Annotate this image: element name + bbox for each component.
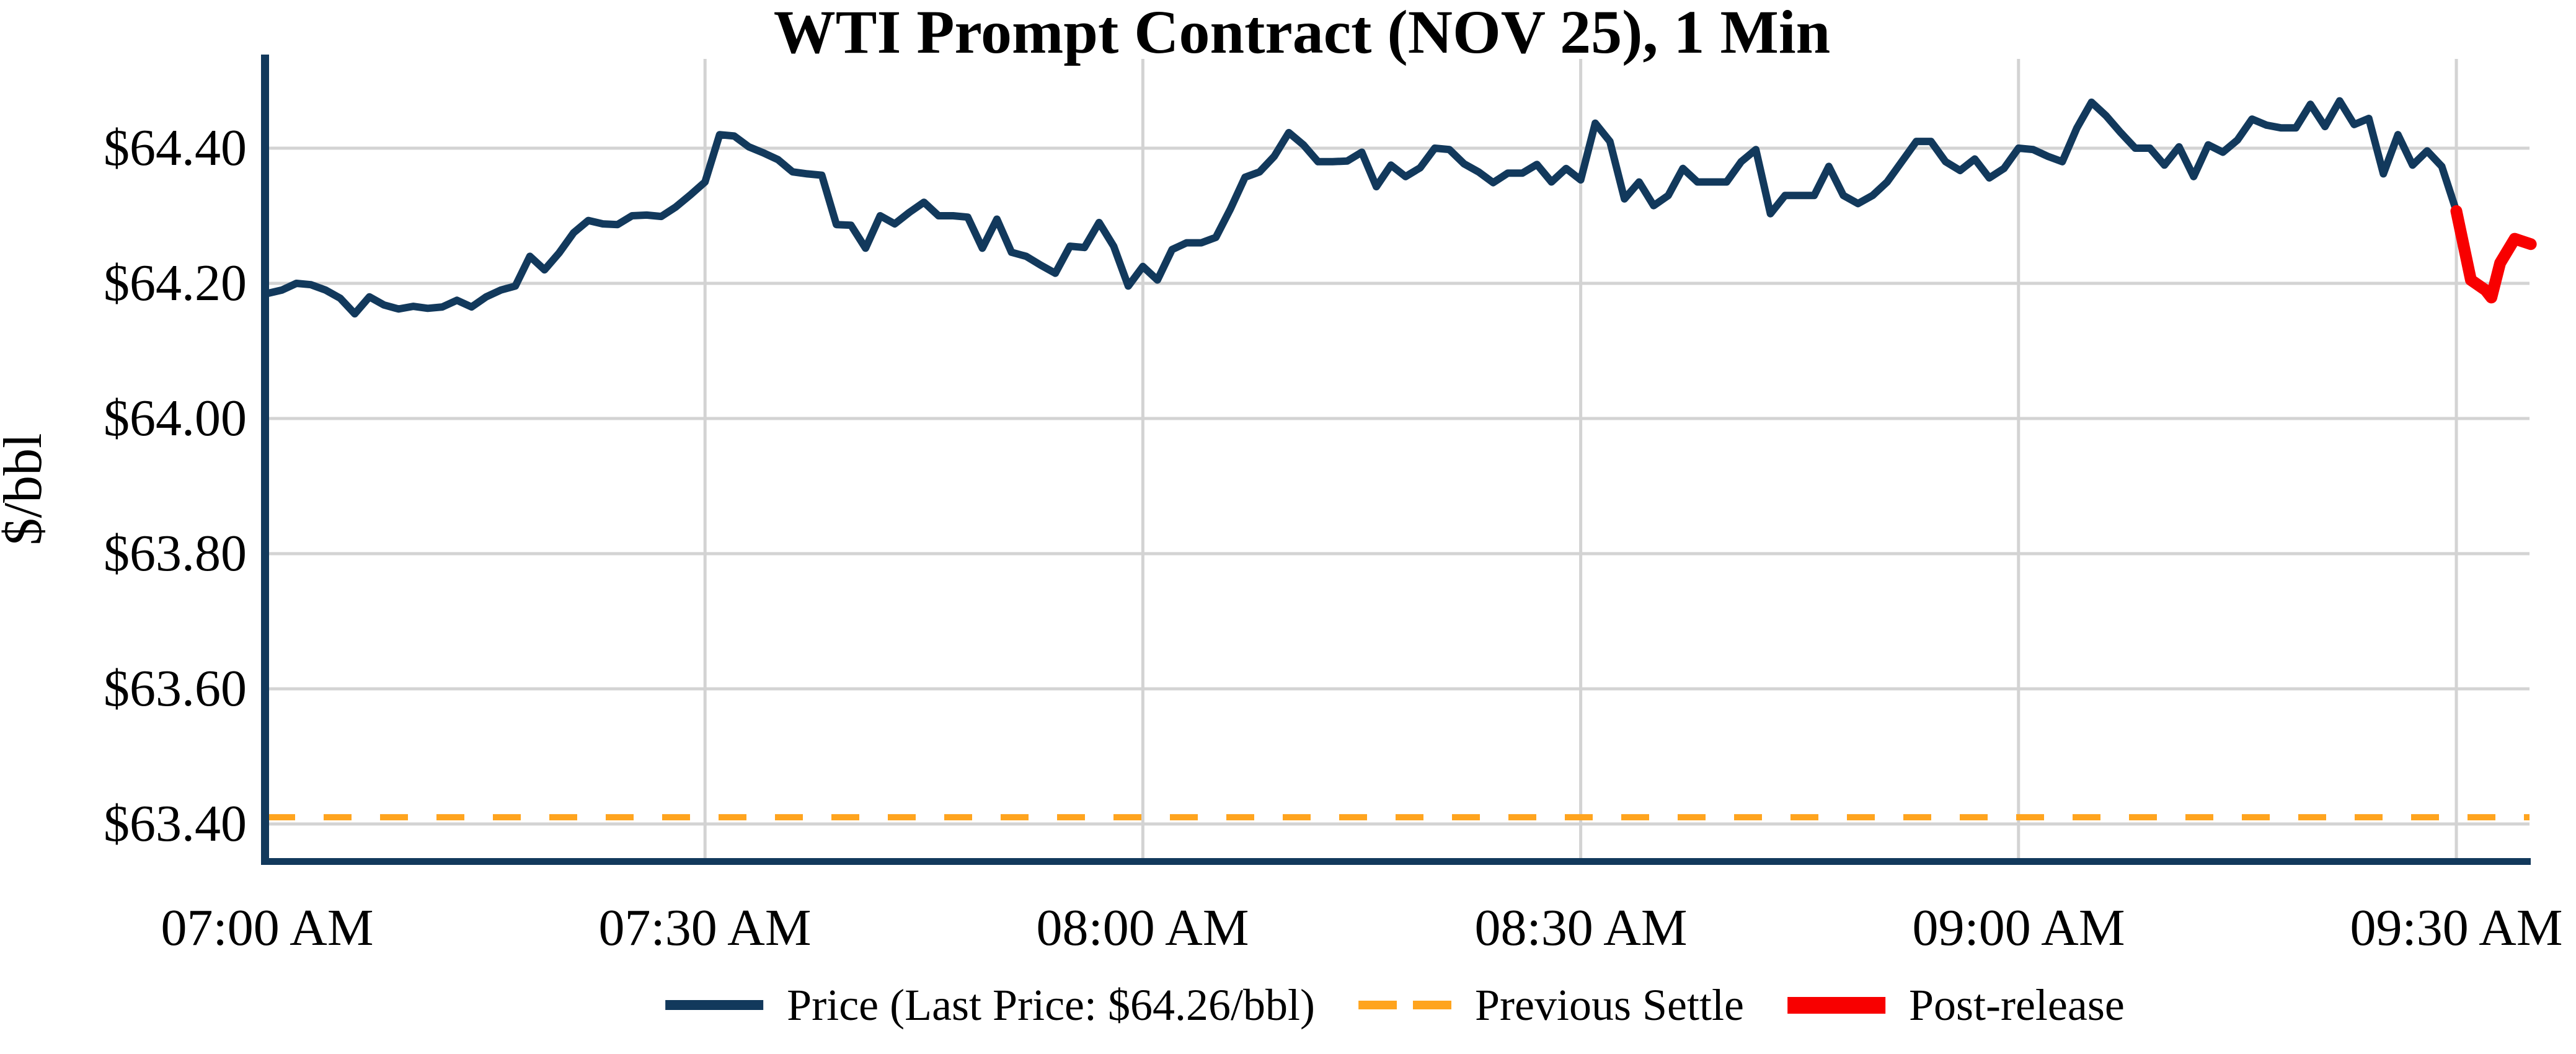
previous-settle-dash-swatch-icon — [1358, 1001, 1451, 1009]
x-axis-spine — [261, 858, 2531, 865]
price-line — [266, 97, 2460, 318]
x-tick-label: 08:00 AM — [1036, 899, 1249, 957]
legend-post-release-label: Post-release — [1908, 980, 2125, 1030]
y-tick-label: $63.60 — [104, 660, 247, 717]
post-release-swatch-icon — [1787, 996, 1885, 1014]
gridlines — [262, 59, 2530, 861]
y-tick-label: $63.80 — [104, 525, 247, 582]
chart-title: WTI Prompt Contract (NOV 25), 1 Min — [773, 0, 1831, 66]
legend-price-label: Price (Last Price: $64.26/bbl) — [787, 980, 1315, 1030]
x-tick-label: 09:00 AM — [1912, 899, 2125, 957]
y-axis-spine — [261, 55, 269, 864]
x-tick-label: 07:30 AM — [598, 899, 812, 957]
x-tick-label: 07:00 AM — [161, 899, 374, 957]
post-release-line — [2450, 205, 2537, 304]
y-tick-label: $63.40 — [104, 795, 247, 852]
y-tick-label: $64.40 — [104, 119, 247, 177]
legend-previous-settle-label: Previous Settle — [1474, 980, 1744, 1030]
legend-item-previous-settle: Previous Settle — [1358, 983, 1744, 1027]
x-tick-label: 09:30 AM — [2350, 899, 2563, 957]
legend-item-price: Price (Last Price: $64.26/bbl) — [665, 983, 1315, 1027]
y-tick-label: $64.20 — [104, 254, 247, 312]
price-line-swatch-icon — [665, 1000, 764, 1010]
legend-item-post-release: Post-release — [1787, 983, 2125, 1027]
x-tick-label: 08:30 AM — [1474, 899, 1688, 957]
y-tick-label: $64.00 — [104, 389, 247, 447]
legend: Price (Last Price: $64.26/bbl) Previous … — [665, 983, 2125, 1027]
